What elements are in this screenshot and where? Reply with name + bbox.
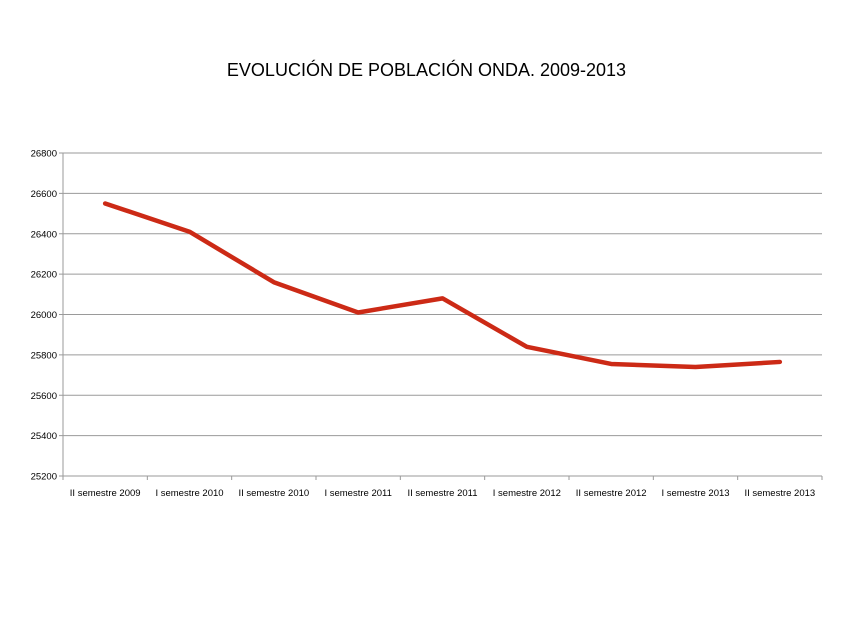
y-axis-ticks: 25200 25400 25600 25800 26000 26200 26400 26600… <box>31 149 63 483</box>
x-tick-label: I semestre 2010 <box>155 488 223 499</box>
y-tick-label: 26600 <box>31 189 57 200</box>
x-axis: II semestre 2009 I semestre 2010 II semest… <box>63 153 822 499</box>
y-tick-label: 26000 <box>31 310 57 321</box>
data-point <box>526 346 527 347</box>
series-line <box>105 203 780 367</box>
x-tick-label: II semestre 2011 <box>407 488 477 499</box>
y-tick-label: 26200 <box>31 270 57 281</box>
x-tick-label: II semestre 2009 <box>70 488 141 499</box>
data-point <box>189 231 190 232</box>
data-point <box>611 363 612 364</box>
x-tick-label: I semestre 2012 <box>493 488 561 499</box>
y-tick-label: 25600 <box>31 391 57 402</box>
x-tick-label: II semestre 2010 <box>238 488 309 499</box>
data-point <box>779 361 780 362</box>
data-point <box>358 312 359 313</box>
y-tick-label: 25400 <box>31 431 57 442</box>
data-point <box>105 203 106 204</box>
y-tick-label: 26400 <box>31 229 57 240</box>
x-tick-label: II semestre 2012 <box>576 488 647 499</box>
x-tick-label: II semestre 2013 <box>744 488 815 499</box>
gridlines <box>63 153 822 476</box>
data-point <box>442 298 443 299</box>
data-point <box>273 282 274 283</box>
y-tick-label: 25200 <box>31 472 57 483</box>
y-tick-label: 26800 <box>31 149 57 160</box>
y-tick-label: 25800 <box>31 350 57 361</box>
data-point <box>695 366 696 367</box>
x-tick-label: I semestre 2013 <box>661 488 729 499</box>
x-tick-label: I semestre 2011 <box>324 488 391 499</box>
series-layer <box>105 203 781 368</box>
